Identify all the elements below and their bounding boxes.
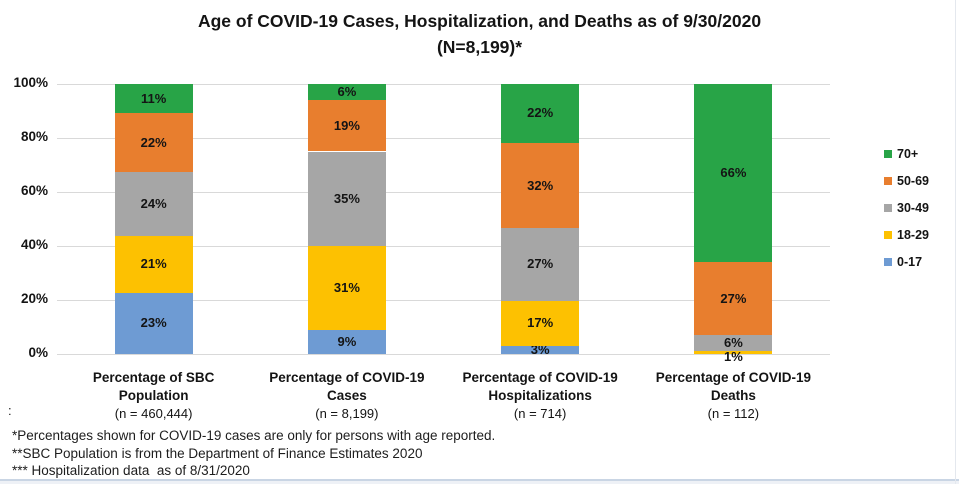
bar-segment-30-49 (307, 151, 386, 246)
stray-colon: : (8, 403, 12, 418)
bar-segment-30-49 (694, 335, 773, 352)
legend-item-50-69: 50-69 (884, 174, 929, 188)
x-axis-label: Percentage of COVID-19 Hospitalizations (n… (435, 369, 645, 422)
x-axis-label-line: Percentage of COVID-19 (269, 370, 425, 385)
bar-segment-0-17 (114, 292, 193, 354)
footnote-line: *** Hospitalization data as of 8/31/2020 (12, 463, 250, 478)
x-axis-label: Percentage of COVID-19 Deaths (n = 112) (628, 369, 838, 422)
bar-segment-70+ (694, 84, 773, 263)
legend-item-30-49: 30-49 (884, 201, 929, 215)
chart-title-line1: Age of COVID-19 Cases, Hospitalization, … (197, 11, 762, 31)
plot-area: 23% 21% 24% 22% 11% 9% 31% 35% 19% 6% 3% 17% 27% 32% 2… (57, 84, 830, 364)
bar-segment-0-17 (501, 345, 580, 354)
x-axis-label-line: Cases (326, 388, 367, 403)
legend: 70+ 50-69 30-49 18-29 0-17 (884, 147, 929, 282)
x-axis-n-label: (n = 714) (513, 406, 567, 421)
legend-label: 50-69 (897, 174, 929, 188)
bar-segment-18-29 (307, 246, 386, 330)
window-right-edge (955, 0, 956, 484)
x-axis-label-line: Percentage of COVID-19 (655, 370, 812, 385)
legend-swatch (884, 204, 892, 212)
footnote-line: **SBC Population is from the Department … (12, 445, 423, 461)
gridline-20 (57, 300, 830, 301)
bar-segment-50-69 (501, 142, 580, 229)
x-axis-label-line: Percentage of COVID-19 (462, 370, 618, 385)
x-axis-label-line: Hospitalizations (488, 388, 592, 403)
legend-label: 30-49 (897, 201, 929, 215)
y-tick-label: 100% (13, 75, 48, 90)
legend-label: 0-17 (897, 255, 923, 269)
bar-segment-50-69 (307, 100, 386, 152)
y-tick-label: 0% (28, 345, 48, 360)
x-axis-n-label: (n = 8,199) (315, 406, 379, 421)
bar-segment-70+ (501, 84, 580, 143)
x-axis-n-label: (n = 112) (707, 406, 760, 421)
gridline-60 (57, 192, 830, 193)
x-axis-label: Percentage of COVID-19 Cases (n = 8,199) (242, 369, 452, 422)
gridline-40 (57, 246, 830, 247)
bar-segment-70+ (114, 84, 193, 114)
y-tick-label: 60% (20, 183, 48, 198)
y-tick-label: 20% (20, 291, 48, 306)
bar-segment-30-49 (501, 228, 580, 301)
bar-segment-50-69 (114, 113, 193, 173)
window-bottom-edge-line (0, 479, 959, 481)
bar-segment-18-29 (501, 300, 580, 346)
legend-item-0-17: 0-17 (884, 255, 929, 269)
legend-swatch (884, 258, 892, 266)
gridline-80 (57, 138, 830, 139)
chart-title-line2: (N=8,199)* (436, 37, 523, 57)
x-axis-label-line: Population (118, 388, 189, 403)
legend-item-18-29: 18-29 (884, 228, 929, 242)
bar-segment-0-17 (307, 329, 386, 354)
legend-item-70+: 70+ (884, 147, 929, 161)
window-bottom-edge (0, 479, 959, 484)
x-axis-label-line: Deaths (710, 388, 756, 403)
legend-swatch (884, 231, 892, 239)
legend-swatch (884, 150, 892, 158)
bar-segment-70+ (307, 84, 386, 101)
legend-label: 18-29 (897, 228, 929, 242)
y-tick-label: 80% (20, 129, 48, 144)
x-axis-n-label: (n = 460,444) (114, 406, 193, 421)
x-axis-label-line: Percentage of SBC (92, 370, 215, 385)
legend-label: 70+ (897, 147, 919, 161)
bar-segment-30-49 (114, 172, 193, 237)
window-bottom-edge-pale (0, 481, 959, 484)
y-tick-label: 40% (20, 237, 48, 252)
bar-segment-18-29 (694, 351, 773, 354)
x-axis-label: Percentage of SBC Population (n = 460,444) (49, 369, 259, 422)
gridline-100 (57, 84, 830, 85)
footnotes: *Percentages shown for COVID-19 cases ar… (12, 427, 495, 480)
bar-segment-50-69 (694, 262, 773, 336)
chart-title: Age of COVID-19 Cases, Hospitalization, … (0, 8, 959, 60)
legend-swatch (884, 177, 892, 185)
bar-segment-18-29 (114, 236, 193, 293)
gridline-0 (57, 354, 830, 355)
footnote-line: *Percentages shown for COVID-19 cases ar… (12, 428, 496, 443)
